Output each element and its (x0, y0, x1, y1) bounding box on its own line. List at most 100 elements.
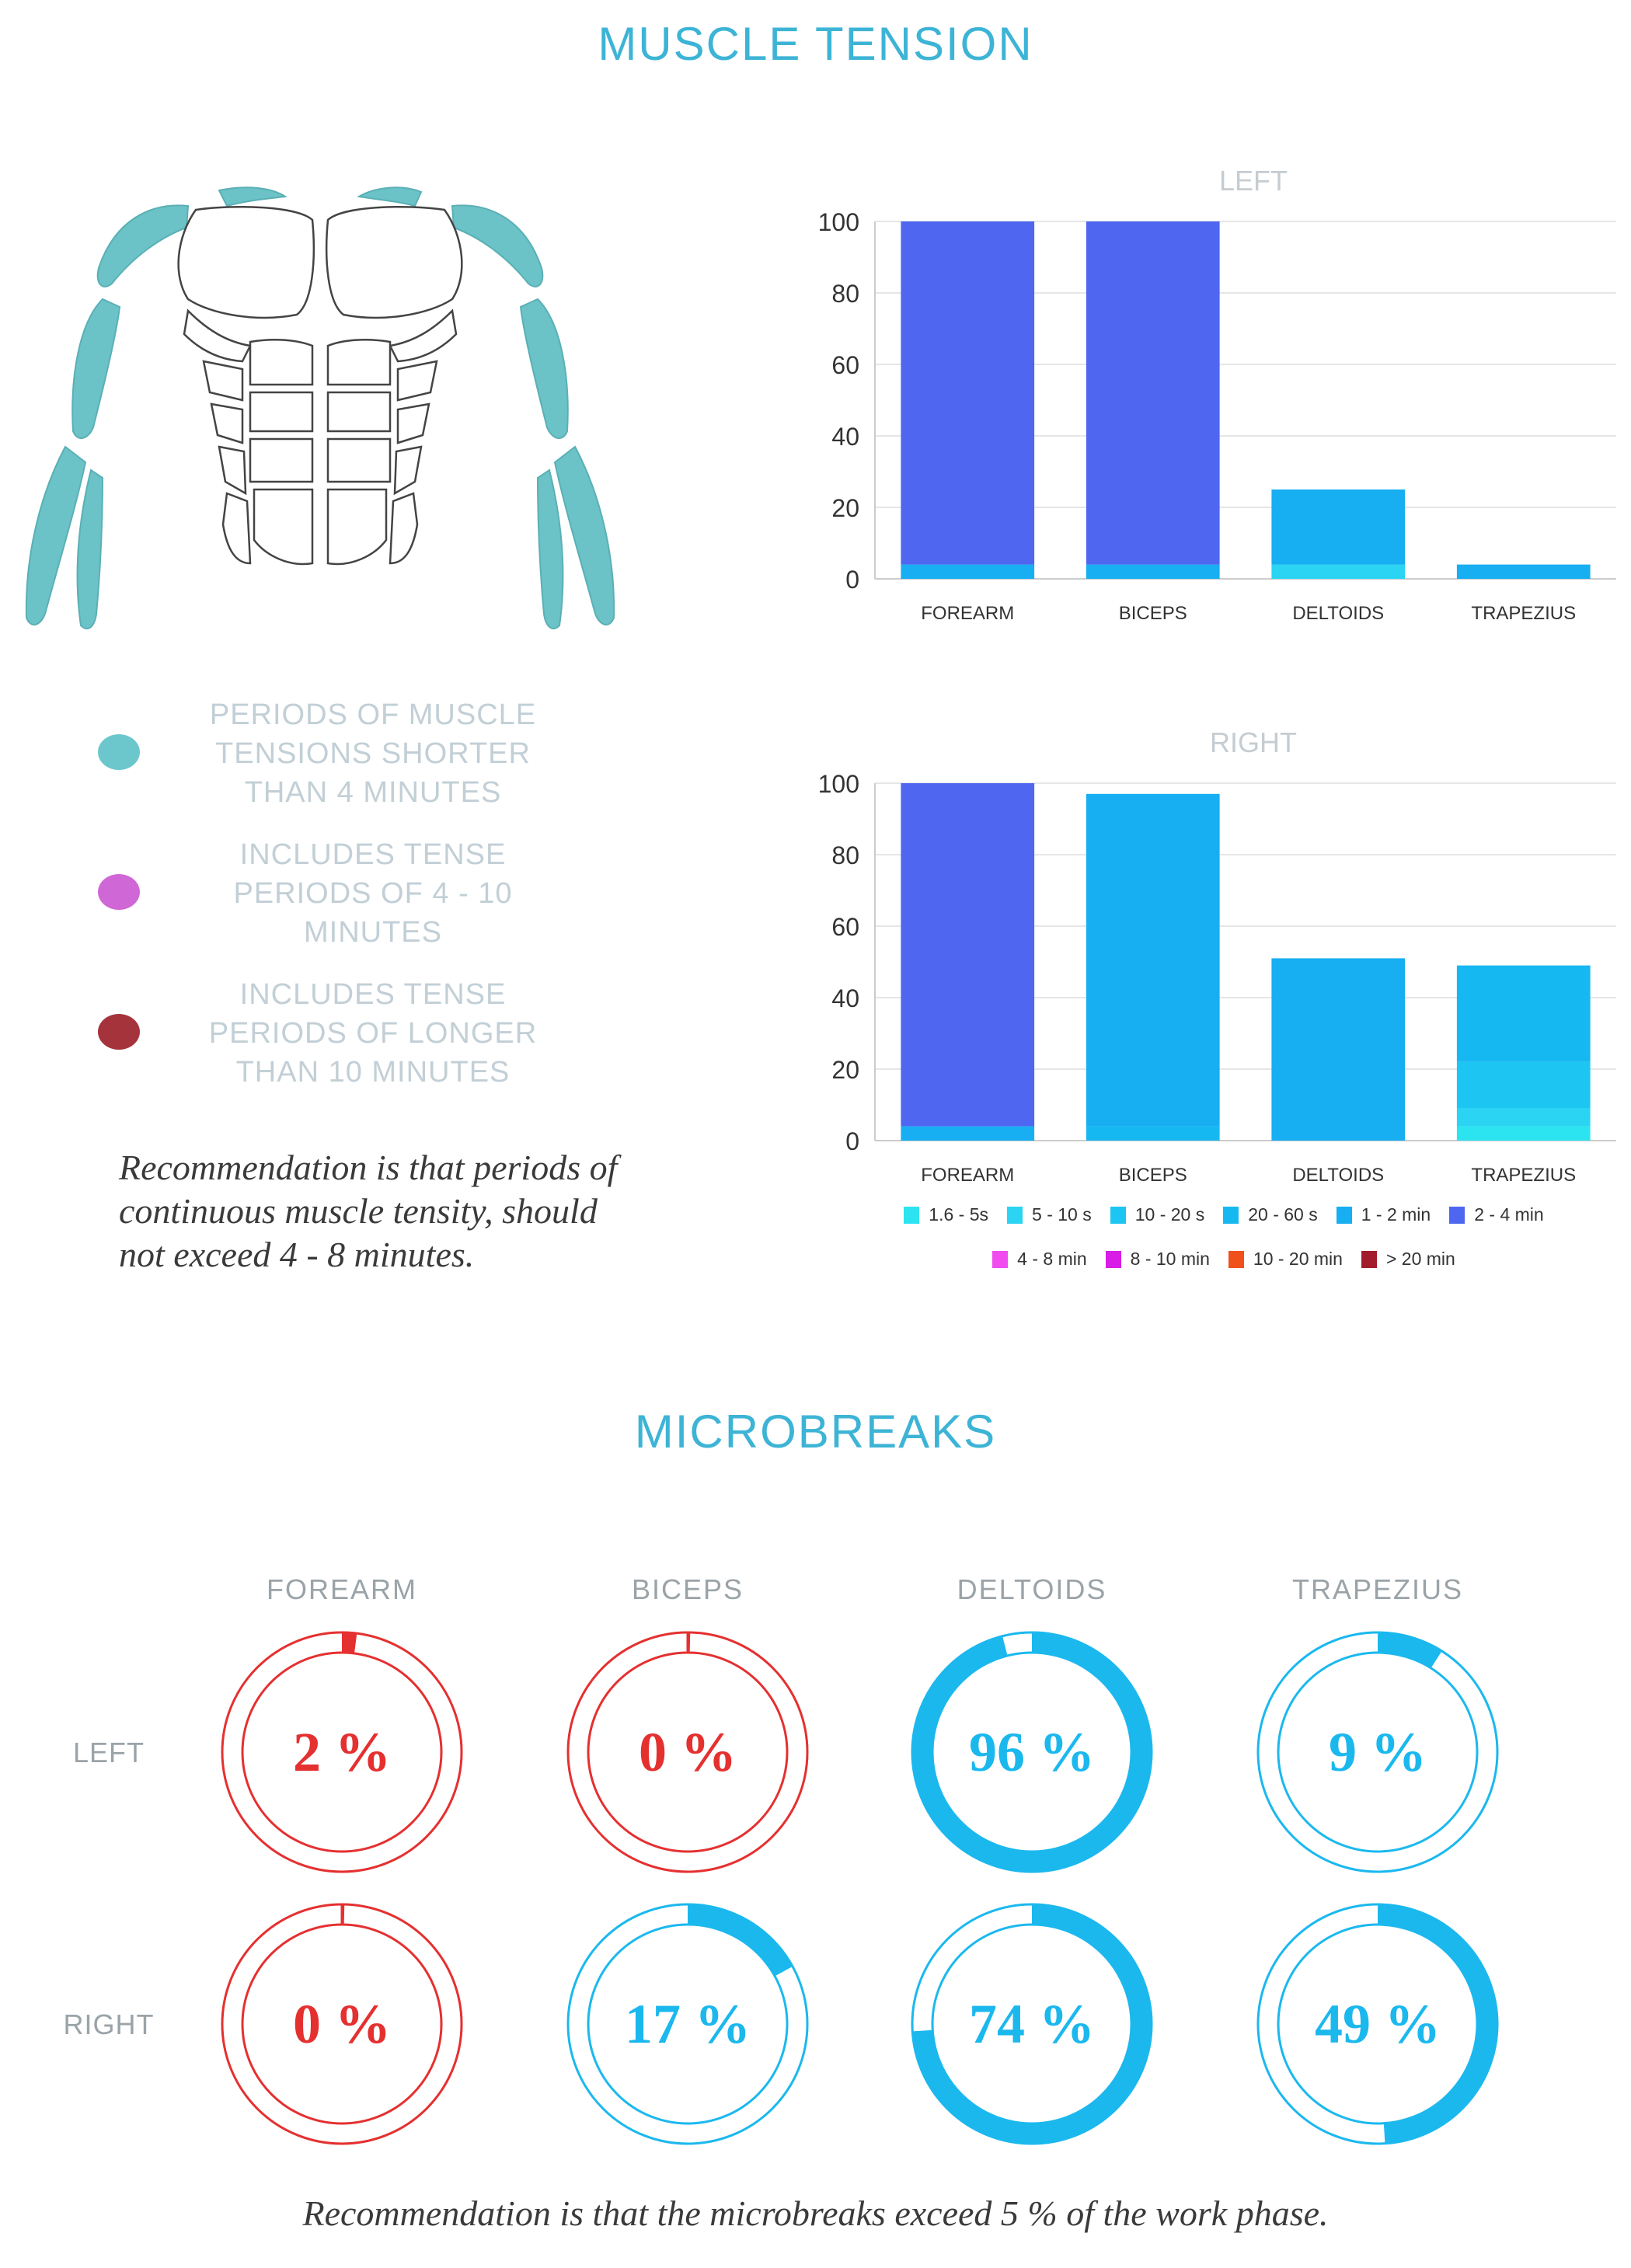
duration-legend-item: 10 - 20 s (1110, 1204, 1204, 1225)
left-forearm-inner-shape (76, 469, 104, 629)
duration-legend-item: > 20 min (1361, 1249, 1455, 1270)
legend-swatch (1110, 1206, 1126, 1224)
legend-swatch (1336, 1206, 1352, 1224)
donut-ring (1256, 1631, 1499, 1873)
left-tension-chart: LEFT 0 20 40 60 80 100 FOREARM BICEPS DELTOIDS TRA… (818, 165, 1616, 624)
microbreak-column-label: DELTOIDS (957, 1573, 1107, 1605)
microbreak-donut: 0 % (563, 1628, 812, 1876)
duration-legend-item: 20 - 60 s (1223, 1204, 1318, 1225)
microbreak-donut: 9 % (1253, 1628, 1502, 1876)
torso-muscle-illustration (25, 186, 615, 629)
microbreak-row-label: RIGHT (63, 2008, 155, 2040)
legend-swatch (1223, 1206, 1239, 1224)
left-oblique-4 (221, 492, 252, 565)
legend-swatch (1449, 1206, 1465, 1224)
abs-bottom-right (326, 488, 388, 566)
muscle-recommendation: Recommendation is that periods of contin… (119, 1148, 618, 1274)
bar-segment (901, 783, 1035, 1127)
y-tick-label: 20 (831, 494, 859, 522)
duration-legend-item: 5 - 10 s (1007, 1204, 1092, 1225)
microbreak-donut: 49 % (1253, 1900, 1502, 2148)
x-tick-label: BICEPS (1119, 603, 1187, 624)
left-deltoid-shape (96, 204, 190, 287)
donut-progress-arc (912, 1632, 1152, 1872)
legend-label-long: INCLUDES TENSE PERIODS OF LONGER THAN 10… (208, 978, 538, 1089)
legend-item-long: INCLUDES TENSE PERIODS OF LONGER THAN 10… (78, 975, 591, 1099)
legend-item-medium: INCLUDES TENSE PERIODS OF 4 - 10 MINUTES (78, 835, 591, 960)
y-tick-label: 60 (831, 913, 859, 941)
y-tick-label: 80 (831, 280, 859, 308)
right-deltoid-shape (451, 204, 544, 287)
donut-progress-arc (912, 1904, 1152, 2144)
abs-upper-left (249, 339, 314, 386)
y-tick-label: 20 (831, 1056, 859, 1084)
muscle-highlights (25, 186, 615, 629)
legend-text: > 20 min (1385, 1249, 1455, 1269)
bar-segment (901, 221, 1035, 565)
microbreak-column-label: FOREARM (267, 1573, 417, 1605)
duration-legend-item: 10 - 20 min (1228, 1249, 1343, 1270)
x-tick-label: TRAPEZIUS (1471, 603, 1576, 624)
microbreaks-title: MICROBREAKS (634, 1406, 997, 1458)
bar-segment (1086, 564, 1220, 579)
duration-legend-item: 2 - 4 min (1449, 1204, 1544, 1225)
x-tick-label: DELTOIDS (1292, 603, 1384, 624)
donut-ring (911, 1903, 1153, 2145)
donut-progress-arc (1258, 1904, 1497, 2144)
abs-bottom-left (253, 488, 314, 566)
legend-swatch (992, 1250, 1009, 1268)
legend-text: 2 - 4 min (1474, 1204, 1544, 1225)
bar-segment (1271, 489, 1406, 565)
muscle-tension-title: MUSCLE TENSION (598, 18, 1033, 70)
legend-swatch (904, 1206, 920, 1224)
microbreak-donut: 0 % (218, 1900, 466, 2148)
microbreaks-recommendation: Recommendation is that the microbreaks e… (302, 2193, 1329, 2233)
legend-swatch (1361, 1250, 1377, 1268)
x-tick-label: DELTOIDS (1292, 1165, 1384, 1186)
bar-segment (1086, 221, 1220, 565)
duration-legend-row-1: 1.6 - 5s 5 - 10 s 10 - 20 s 20 - 60 s 1 - 2 … (824, 1204, 1624, 1225)
legend-dot-medium (98, 874, 140, 910)
legend-dot-long (98, 1014, 140, 1050)
bar-segment (901, 1126, 1035, 1141)
right-oblique-2 (396, 402, 430, 444)
legend-text: 8 - 10 min (1130, 1249, 1210, 1269)
legend-label-short: PERIODS OF MUSCLE TENSIONS SHORTER THAN … (209, 699, 537, 809)
bar-segment (1086, 793, 1220, 1127)
legend-text: 1.6 - 5s (929, 1204, 989, 1225)
right-trapezius-shape (357, 186, 423, 207)
y-tick-label: 60 (831, 351, 859, 379)
microbreak-percent: 49 % (1315, 1992, 1441, 2055)
y-tick-label: 80 (831, 841, 859, 869)
microbreak-percent: 96 % (969, 1720, 1095, 1783)
donut-ring (221, 1631, 463, 1873)
abs-mid-right (326, 391, 392, 433)
donut-progress-arc (568, 1904, 807, 2144)
microbreak-donut: 96 % (908, 1628, 1156, 1876)
right-biceps-shape (519, 298, 569, 439)
right-serratus-shape (389, 308, 458, 363)
left-oblique-1 (202, 360, 244, 402)
microbreak-column-label: BICEPS (631, 1573, 744, 1605)
legend-dot-short (98, 734, 140, 770)
legend-text: 4 - 8 min (1017, 1249, 1087, 1269)
donut-ring (1256, 1903, 1499, 2145)
duration-legend-item: 4 - 8 min (992, 1249, 1087, 1270)
duration-legend: 1.6 - 5s 5 - 10 s 10 - 20 s 20 - 60 s 1 - 2 … (824, 1204, 1624, 1293)
duration-legend-row-2: 4 - 8 min 8 - 10 min 10 - 20 min > 20 min (824, 1249, 1624, 1270)
legend-text: 20 - 60 s (1248, 1204, 1318, 1225)
right-tension-chart: RIGHT 0 20 40 60 80 100 FOREARM BICEPS DELTOIDS TR… (818, 726, 1616, 1186)
microbreak-donut: 17 % (563, 1900, 812, 2148)
bar-segment (1456, 1108, 1591, 1127)
bar-segment (1271, 564, 1406, 579)
left-oblique-3 (218, 445, 247, 496)
duration-legend-item: 1.6 - 5s (904, 1204, 988, 1225)
right-oblique-4 (389, 492, 419, 565)
bar-segment (1086, 1126, 1220, 1141)
legend-item-short: PERIODS OF MUSCLE TENSIONS SHORTER THAN … (78, 695, 591, 820)
legend-swatch (1007, 1206, 1023, 1224)
y-tick-label: 40 (831, 984, 859, 1012)
bar-segment (1456, 1061, 1591, 1109)
right-oblique-1 (396, 360, 438, 402)
microbreak-percent: 0 % (293, 1992, 391, 2055)
